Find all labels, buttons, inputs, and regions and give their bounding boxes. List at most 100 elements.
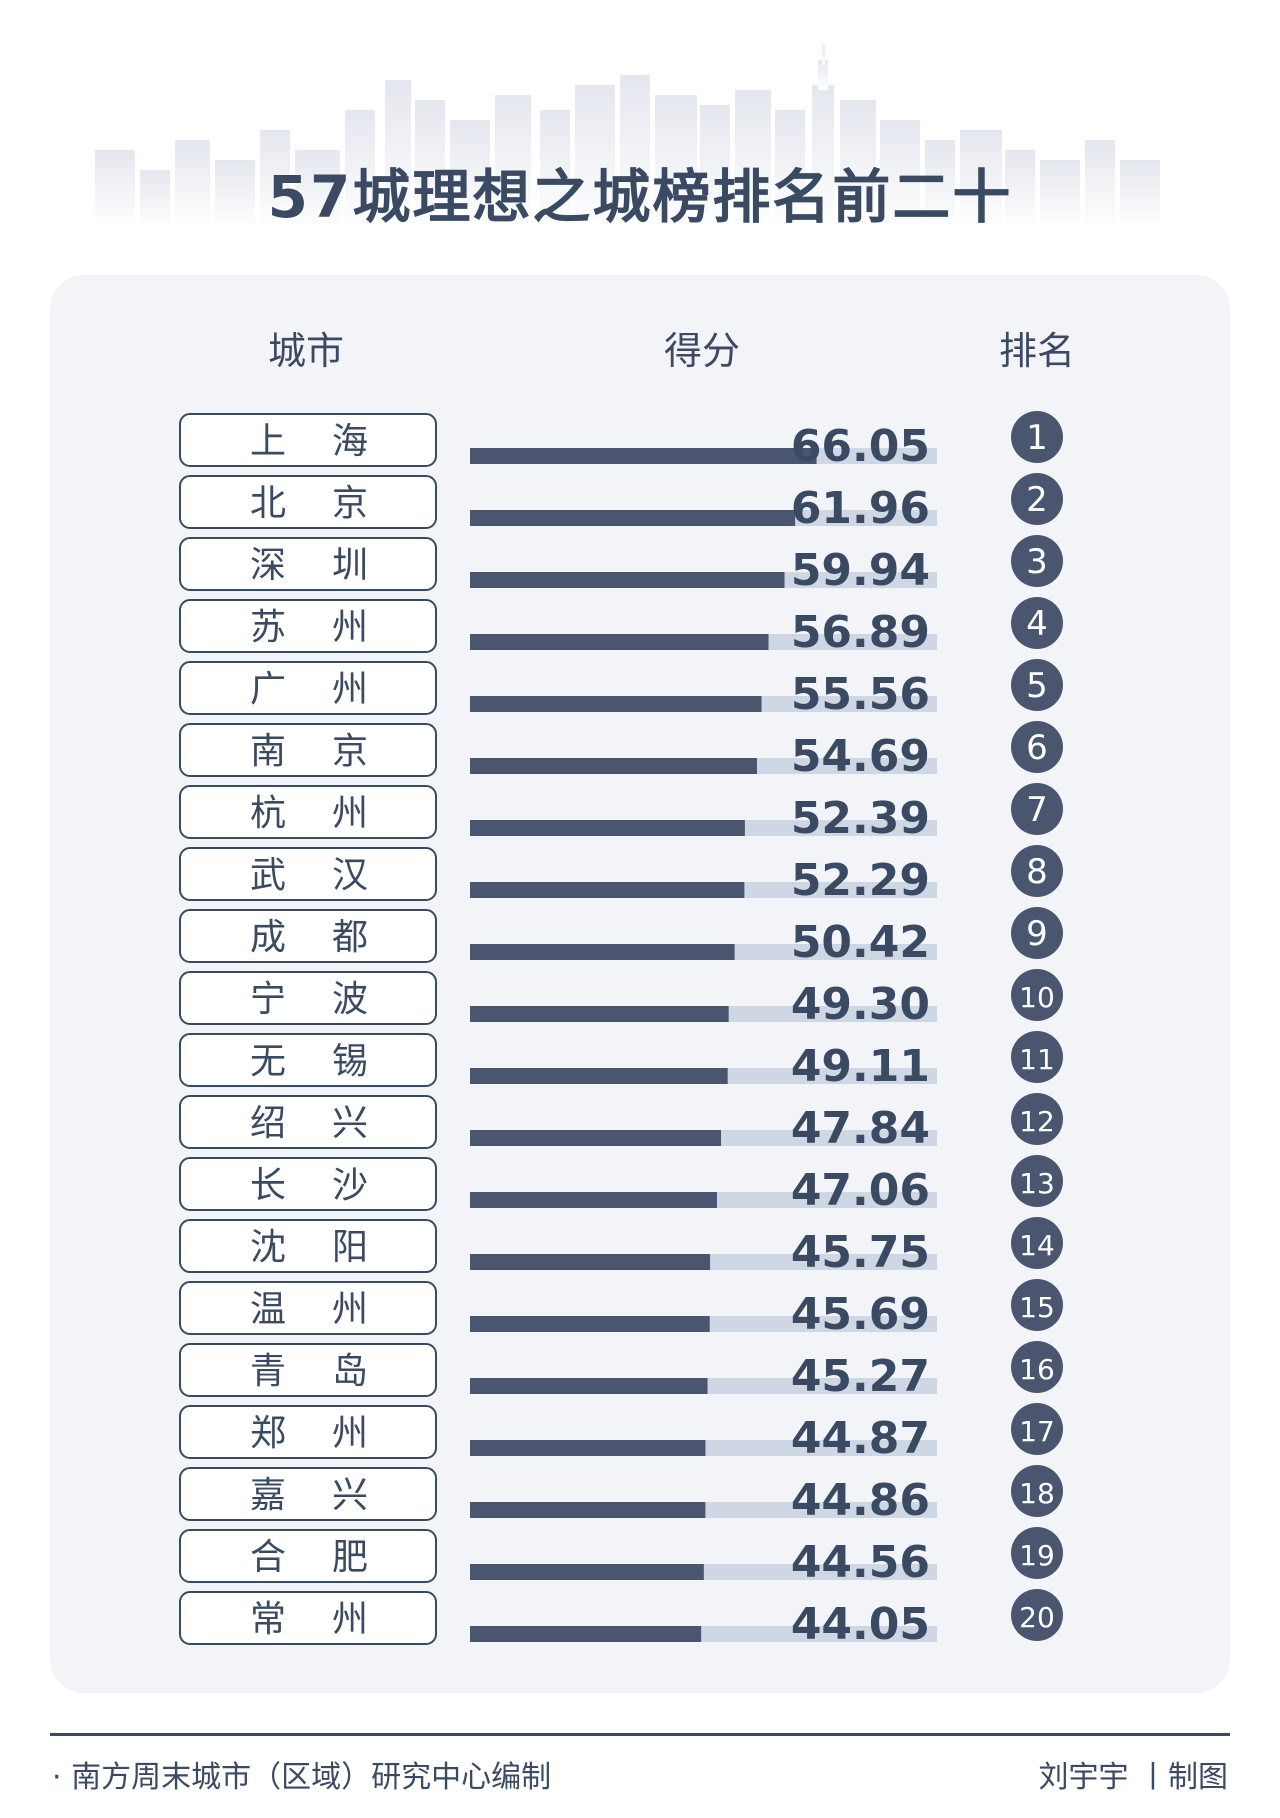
rank-badge — [1011, 597, 1063, 649]
city-label: 京 — [332, 483, 368, 524]
score-value-label: 44.56 — [791, 1537, 930, 1588]
score-bar — [470, 758, 757, 774]
score-value-label: 61.96 — [791, 483, 930, 534]
city-box — [179, 971, 437, 1025]
rank-number: 6 — [1026, 728, 1048, 768]
score-bar — [470, 1378, 708, 1394]
rank-number: 12 — [1019, 1105, 1055, 1138]
score-bar — [470, 1130, 722, 1146]
city-label: 苏 — [250, 607, 286, 648]
rank-badge — [1011, 721, 1063, 773]
rank-badge — [1011, 535, 1063, 587]
score-value-label: 54.69 — [791, 731, 930, 782]
city-label: 杭 — [250, 793, 286, 834]
rank-number: 17 — [1019, 1415, 1055, 1448]
rank-number: 3 — [1026, 542, 1048, 582]
score-value-label: 49.30 — [791, 979, 930, 1030]
score-value-label: 56.89 — [791, 607, 930, 658]
score-bar — [470, 820, 745, 836]
chart-title: 57城理想之城榜排名前二十 — [267, 163, 1013, 231]
rank-badge — [1011, 1589, 1063, 1641]
rank-number: 18 — [1019, 1477, 1055, 1510]
score-bar — [470, 1254, 711, 1270]
city-box — [179, 1529, 437, 1583]
score-value-label: 44.87 — [791, 1413, 930, 1464]
rank-number: 15 — [1019, 1291, 1055, 1324]
city-box — [179, 599, 437, 653]
city-label: 州 — [332, 1289, 368, 1330]
city-label: 嘉 — [250, 1475, 286, 1516]
rank-number: 1 — [1026, 418, 1048, 458]
city-box — [179, 1219, 437, 1273]
rank-badge — [1011, 845, 1063, 897]
city-box — [179, 785, 437, 839]
city-label: 都 — [332, 917, 368, 958]
city-box — [179, 537, 437, 591]
city-box — [179, 1281, 437, 1335]
score-value-label: 47.84 — [791, 1103, 930, 1154]
city-box — [179, 1405, 437, 1459]
city-box — [179, 723, 437, 777]
score-bar — [470, 448, 817, 464]
city-label: 成 — [250, 917, 286, 958]
rank-badge — [1011, 783, 1063, 835]
header-score: 得分 — [663, 329, 741, 373]
city-box — [179, 1591, 437, 1645]
city-label: 州 — [332, 607, 368, 648]
score-bar — [470, 1316, 710, 1332]
score-bar — [470, 944, 735, 960]
footer-source: · 南方周末城市（区域）研究中心编制 — [52, 1760, 552, 1795]
skyline-decoration — [95, 45, 1160, 230]
rank-number: 20 — [1019, 1601, 1055, 1634]
rank-number: 4 — [1026, 604, 1048, 644]
header-city: 城市 — [267, 329, 345, 373]
rank-badge — [1011, 473, 1063, 525]
rank-badge — [1011, 969, 1063, 1021]
score-value-label: 45.69 — [791, 1289, 930, 1340]
city-label: 沈 — [250, 1227, 286, 1268]
rank-badge — [1011, 1465, 1063, 1517]
footer-credit: 刘宇宇 丨制图 — [1038, 1760, 1228, 1795]
city-label: 海 — [332, 421, 368, 462]
rank-badge — [1011, 659, 1063, 711]
city-label: 无 — [250, 1041, 286, 1082]
city-label: 汉 — [332, 855, 368, 896]
score-value-label: 44.86 — [791, 1475, 930, 1526]
rank-badge — [1011, 1279, 1063, 1331]
city-label: 州 — [332, 793, 368, 834]
score-value-label: 45.27 — [791, 1351, 930, 1402]
rank-badge — [1011, 1093, 1063, 1145]
city-label: 合 — [250, 1537, 286, 1578]
city-box — [179, 1095, 437, 1149]
score-value-label: 50.42 — [791, 917, 930, 968]
rank-badge — [1011, 1155, 1063, 1207]
rank-number: 9 — [1026, 914, 1048, 954]
rank-badge — [1011, 1031, 1063, 1083]
score-bar — [470, 1006, 729, 1022]
rank-badge — [1011, 1341, 1063, 1393]
city-label: 长 — [250, 1165, 286, 1206]
rank-badge — [1011, 411, 1063, 463]
rank-number: 14 — [1019, 1229, 1055, 1262]
rank-number: 16 — [1019, 1353, 1055, 1386]
score-value-label: 52.39 — [791, 793, 930, 844]
score-value-label: 47.06 — [791, 1165, 930, 1216]
city-label: 沙 — [332, 1165, 368, 1206]
rank-number: 10 — [1019, 981, 1055, 1014]
city-label: 南 — [250, 731, 286, 772]
city-label: 郑 — [250, 1413, 286, 1454]
rank-badge — [1011, 1217, 1063, 1269]
city-label: 州 — [332, 1599, 368, 1640]
city-label: 青 — [250, 1351, 286, 1392]
rank-number: 19 — [1019, 1539, 1055, 1572]
city-label: 北 — [250, 483, 286, 524]
city-label: 绍 — [250, 1103, 286, 1144]
city-label: 京 — [332, 731, 368, 772]
score-bar — [470, 1626, 702, 1642]
city-label: 常 — [250, 1599, 286, 1640]
city-label: 深 — [250, 545, 286, 586]
rank-number: 11 — [1019, 1043, 1055, 1076]
score-value-label: 52.29 — [791, 855, 930, 906]
footer-divider — [50, 1733, 1230, 1736]
city-label: 波 — [332, 979, 368, 1020]
